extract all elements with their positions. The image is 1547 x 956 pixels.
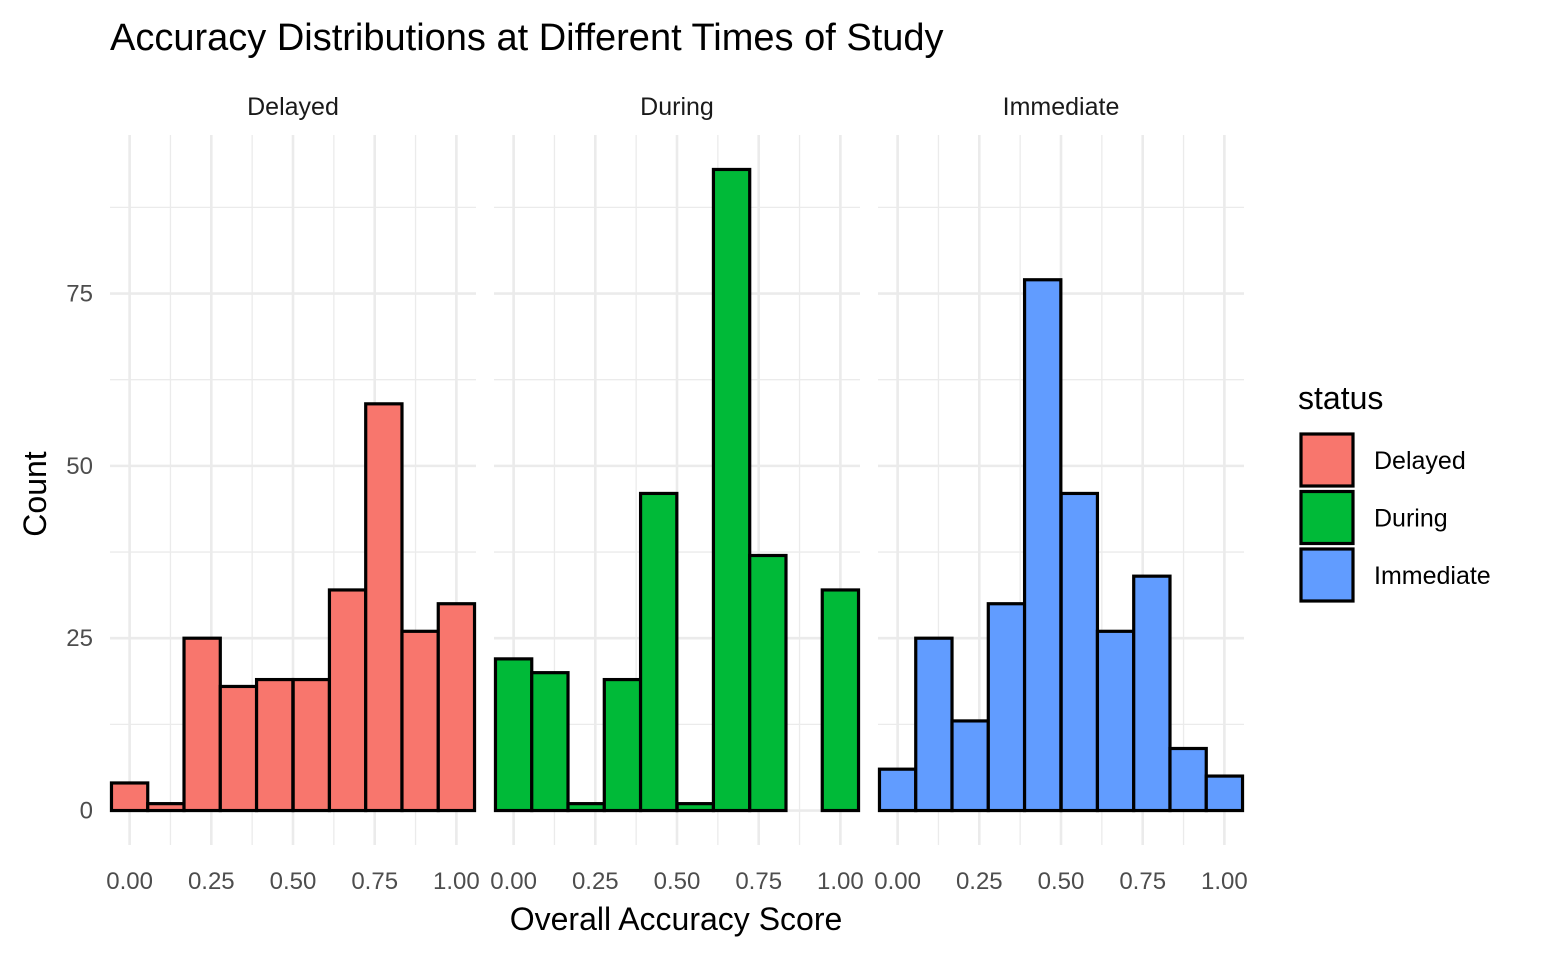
y-tick-label: 25: [66, 625, 93, 652]
x-tick-label: 0.75: [1119, 868, 1166, 895]
histogram-bar: [820, 588, 861, 813]
histogram-bar: [748, 553, 788, 813]
histogram-bar: [218, 684, 259, 813]
histogram-bar: [182, 636, 222, 813]
histogram-bar: [1059, 491, 1100, 813]
histogram-bar: [493, 657, 534, 813]
panel-delayed: Delayed 0.00 0.25 0.50 0.75 1.00: [106, 93, 480, 895]
y-axis-ticks: 0 25 50 75: [66, 281, 93, 825]
x-tick-label: 0.00: [106, 868, 153, 895]
histogram-bar: [364, 402, 404, 813]
histogram-bar: [400, 629, 440, 813]
x-tick-label: 0.75: [735, 868, 782, 895]
y-tick-label: 0: [80, 798, 93, 825]
histogram-bar: [146, 802, 186, 813]
histogram-bar: [711, 167, 752, 813]
y-axis-title: Count: [17, 451, 53, 537]
x-tick-label: 0.00: [874, 868, 921, 895]
histogram-bar: [1168, 746, 1208, 813]
histogram-bar: [327, 588, 368, 813]
histogram-bar: [877, 767, 918, 813]
histogram-bar: [254, 677, 295, 813]
panel-during: During 0.00 0.25 0.50 0.75 1.00: [490, 93, 864, 895]
histogram-bar: [1022, 278, 1063, 813]
legend-swatch-during: [1299, 489, 1355, 546]
histogram-bar: [638, 491, 679, 813]
legend-swatch-delayed: [1299, 432, 1355, 488]
histogram-bar: [1132, 574, 1172, 813]
x-tick-label: 0.75: [351, 868, 398, 895]
histogram-bar: [291, 677, 332, 813]
legend-label-during: During: [1374, 505, 1448, 533]
x-tick-label: 0.25: [956, 868, 1003, 895]
legend-label-delayed: Delayed: [1374, 447, 1466, 475]
histogram-bar: [566, 802, 606, 813]
facet-label-immediate: Immediate: [1003, 93, 1120, 121]
histogram-bar: [602, 677, 643, 813]
x-tick-label: 0.50: [654, 868, 701, 895]
histogram-bar: [436, 602, 477, 813]
x-tick-label: 0.25: [188, 868, 235, 895]
panel-immediate: Immediate 0.00 0.25 0.50 0.75 1.00: [874, 93, 1248, 895]
chart-title: Accuracy Distributions at Different Time…: [110, 17, 944, 59]
legend-swatch-immediate: [1299, 547, 1355, 603]
legend-title: status: [1298, 380, 1383, 416]
histogram-bar: [675, 802, 716, 813]
histogram-bar: [950, 719, 990, 813]
x-tick-label: 0.00: [490, 868, 537, 895]
y-tick-label: 50: [66, 453, 93, 480]
x-tick-label: 0.50: [270, 868, 317, 895]
x-axis-title: Overall Accuracy Score: [510, 901, 843, 937]
x-tick-label: 0.50: [1038, 868, 1085, 895]
legend: status Delayed During Immediate: [1298, 380, 1491, 603]
facet-panels: Delayed 0.00 0.25 0.50 0.75 1.00 During 0.00 0.2…: [106, 93, 1248, 895]
histogram-bar: [986, 602, 1027, 813]
x-tick-label: 0.25: [572, 868, 619, 895]
histogram-bar: [1204, 774, 1245, 813]
facet-label-during: During: [640, 93, 714, 121]
histogram-bar: [914, 636, 954, 813]
histogram-bar: [109, 781, 150, 813]
x-tick-label: 1.00: [1201, 868, 1248, 895]
x-tick-label: 1.00: [817, 868, 864, 895]
histogram-bar: [530, 671, 570, 813]
histogram-bar: [1095, 629, 1136, 813]
x-tick-label: 1.00: [433, 868, 480, 895]
legend-label-immediate: Immediate: [1374, 562, 1491, 590]
y-tick-label: 75: [66, 281, 93, 308]
facet-label-delayed: Delayed: [247, 93, 339, 121]
